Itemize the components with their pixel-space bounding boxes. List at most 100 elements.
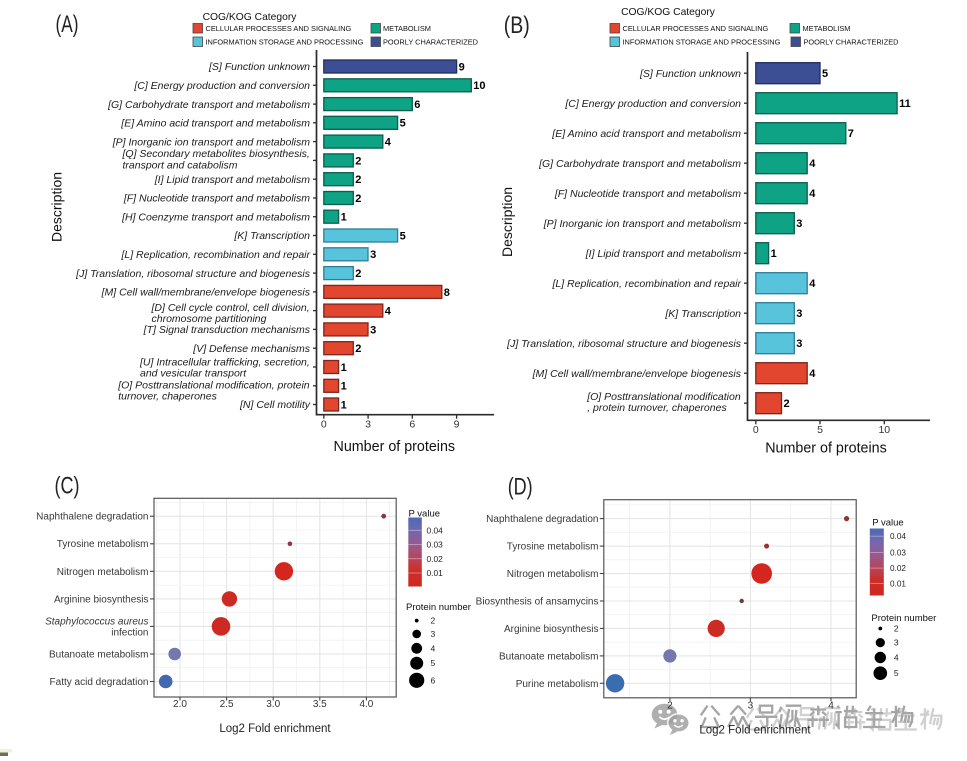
svg-text:3: 3 — [431, 629, 436, 639]
svg-text:[F] Nucleotide transport and m: [F] Nucleotide transport and metabolism — [554, 188, 741, 200]
svg-text:[E] Amino acid transport and m: [E] Amino acid transport and metabolism — [120, 118, 310, 130]
svg-text:Nitrogen metabolism: Nitrogen metabolism — [57, 567, 149, 578]
svg-text:POORLY CHARACTERIZED: POORLY CHARACTERIZED — [804, 38, 899, 47]
svg-text:1: 1 — [341, 212, 347, 224]
svg-text:[C] Energy production and conv: [C] Energy production and conversion — [133, 80, 310, 92]
svg-text:0.04: 0.04 — [890, 532, 906, 541]
svg-text:6: 6 — [414, 99, 420, 111]
svg-text:[S] Function unknown: [S] Function unknown — [639, 68, 741, 80]
svg-text:11: 11 — [899, 98, 911, 110]
svg-text:Naphthalene degradation: Naphthalene degradation — [36, 512, 148, 523]
svg-text:CELLULAR PROCESSES AND SIGNALI: CELLULAR PROCESSES AND SIGNALING — [623, 24, 769, 33]
svg-text:P value: P value — [409, 509, 441, 520]
svg-text:1: 1 — [341, 399, 347, 411]
svg-text:Arginine biosynthesis: Arginine biosynthesis — [504, 624, 599, 635]
svg-text:4: 4 — [385, 306, 392, 318]
svg-text:[S] Function unknown: [S] Function unknown — [208, 61, 310, 73]
svg-text:2: 2 — [784, 398, 790, 410]
svg-text:COG/KOG Category: COG/KOG Category — [621, 7, 716, 18]
svg-text:3: 3 — [748, 701, 754, 712]
svg-text:Protein number: Protein number — [871, 613, 936, 624]
svg-text:POORLY CHARACTERIZED: POORLY CHARACTERIZED — [383, 38, 478, 47]
svg-text:[L] Replication, recombination: [L] Replication, recombination and repai… — [120, 249, 310, 261]
svg-text:CELLULAR PROCESSES AND SIGNALI: CELLULAR PROCESSES AND SIGNALING — [206, 24, 352, 33]
svg-text:2.0: 2.0 — [173, 699, 187, 710]
svg-text:10: 10 — [473, 80, 485, 92]
svg-text:0.03: 0.03 — [890, 548, 906, 557]
svg-text:Nitrogen metabolism: Nitrogen metabolism — [507, 569, 599, 580]
svg-text:0.01: 0.01 — [890, 580, 906, 589]
svg-text:infection: infection — [111, 628, 148, 639]
svg-text:P value: P value — [872, 518, 904, 529]
svg-text:Naphthalene degradation: Naphthalene degradation — [486, 514, 598, 525]
svg-text:0.02: 0.02 — [890, 564, 906, 573]
svg-text:5: 5 — [822, 68, 828, 80]
svg-text:4: 4 — [828, 701, 834, 712]
svg-text:0: 0 — [321, 419, 327, 431]
svg-text:1: 1 — [341, 362, 347, 374]
svg-text:[H] Coenzyme transport and met: [H] Coenzyme transport and metabolism — [121, 211, 310, 223]
svg-text:[K] Transcription: [K] Transcription — [664, 308, 741, 320]
svg-text:3: 3 — [370, 249, 376, 261]
svg-text:[J] Translation, ribosomal str: [J] Translation, ribosomal structure and… — [506, 338, 742, 350]
svg-text:1: 1 — [771, 248, 777, 260]
svg-text:[M] Cell wall/membrane/envelop: [M] Cell wall/membrane/envelope biogenes… — [101, 287, 311, 299]
svg-text:Butanoate metabolism: Butanoate metabolism — [49, 650, 149, 661]
svg-text:and vesicular transport: and vesicular transport — [140, 368, 247, 380]
svg-text:[I] Lipid transport and metabo: [I] Lipid transport and metabolism — [154, 174, 310, 186]
svg-text:3: 3 — [365, 419, 371, 431]
svg-text:Purine metabolism: Purine metabolism — [516, 679, 599, 690]
svg-text:[P] Inorganic ion transport an: [P] Inorganic ion transport and metaboli… — [543, 218, 742, 230]
svg-text:4.0: 4.0 — [359, 699, 373, 710]
svg-text:2: 2 — [355, 343, 361, 355]
svg-text:0.03: 0.03 — [427, 540, 444, 550]
svg-text:[F] Nucleotide transport and m: [F] Nucleotide transport and metabolism — [123, 193, 310, 205]
svg-text:4: 4 — [809, 368, 816, 380]
svg-text:Number of proteins: Number of proteins — [334, 439, 456, 455]
svg-text:Description: Description — [49, 172, 65, 242]
svg-text:0.04: 0.04 — [427, 526, 444, 536]
svg-text:3: 3 — [894, 638, 899, 648]
svg-text:[E] Amino acid transport and m: [E] Amino acid transport and metabolism — [551, 128, 741, 140]
svg-text:3: 3 — [796, 218, 802, 230]
svg-text:5: 5 — [400, 118, 406, 130]
svg-text:2: 2 — [355, 174, 361, 186]
svg-text:5: 5 — [400, 230, 406, 242]
svg-text:10: 10 — [878, 424, 890, 436]
svg-text:2.5: 2.5 — [220, 699, 234, 710]
svg-text:4: 4 — [431, 643, 436, 653]
svg-text:7: 7 — [848, 128, 854, 140]
svg-text:3.5: 3.5 — [313, 699, 327, 710]
svg-text:5: 5 — [431, 658, 436, 668]
svg-text:(A): (A) — [56, 11, 79, 38]
svg-text:Number of proteins: Number of proteins — [765, 441, 887, 457]
svg-text:[P] Inorganic ion transport an: [P] Inorganic ion transport and metaboli… — [112, 136, 311, 148]
svg-text:5: 5 — [894, 668, 899, 678]
svg-text:3: 3 — [796, 338, 802, 350]
svg-text:2: 2 — [355, 268, 361, 280]
svg-text:4: 4 — [385, 137, 392, 149]
svg-text:5: 5 — [817, 424, 823, 436]
svg-text:Protein number: Protein number — [406, 602, 471, 613]
svg-text:[O] Posttranslational modifica: [O] Posttranslational modification — [586, 391, 741, 403]
svg-text:3.0: 3.0 — [266, 699, 280, 710]
svg-text:(D): (D) — [508, 474, 533, 501]
svg-text:Biosynthesis of ansamycins: Biosynthesis of ansamycins — [476, 597, 599, 608]
svg-text:Description: Description — [499, 187, 515, 257]
svg-text:[G] Carbohydrate transport and: [G] Carbohydrate transport and metabolis… — [538, 158, 741, 170]
svg-text:0: 0 — [753, 424, 759, 436]
svg-text:Log2 Fold enrichment: Log2 Fold enrichment — [219, 723, 331, 735]
svg-text:4: 4 — [894, 653, 899, 663]
svg-text:[Q] Secondary metabolites bios: [Q] Secondary metabolites biosynthesis, — [122, 148, 310, 160]
svg-text:3: 3 — [796, 308, 802, 320]
svg-text:[G] Carbohydrate transport and: [G] Carbohydrate transport and metabolis… — [107, 99, 310, 111]
svg-text:METABOLISM: METABOLISM — [383, 24, 431, 33]
svg-text:[C] Energy production and conv: [C] Energy production and conversion — [564, 98, 741, 110]
svg-text:transport and catabolism: transport and catabolism — [123, 159, 238, 171]
svg-text:[L] Replication, recombination: [L] Replication, recombination and repai… — [551, 278, 741, 290]
svg-text:(B): (B) — [504, 12, 530, 39]
svg-text:2: 2 — [355, 193, 361, 205]
svg-text:chromosome partitioning: chromosome partitioning — [152, 313, 267, 325]
svg-text:INFORMATION STORAGE AND PROCES: INFORMATION STORAGE AND PROCESSING — [623, 38, 781, 47]
svg-text:0.02: 0.02 — [427, 554, 444, 564]
